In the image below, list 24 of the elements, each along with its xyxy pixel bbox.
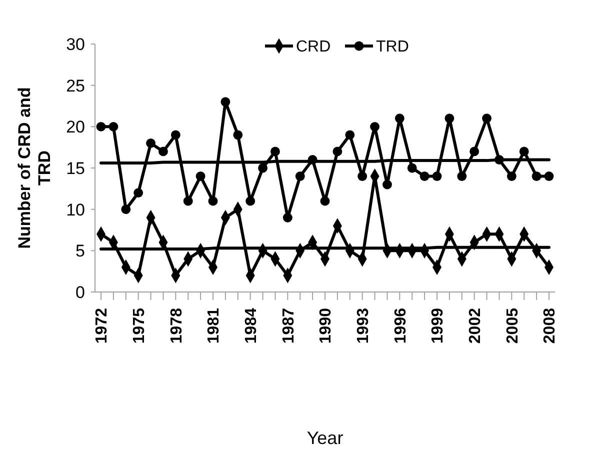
y-axis-title: Number of CRD and TRD xyxy=(15,87,54,249)
x-tick-label: 1996 xyxy=(392,308,410,344)
legend-label: CRD xyxy=(296,38,331,56)
x-tick-label: 2005 xyxy=(504,308,522,344)
x-tick-label: 1972 xyxy=(94,308,111,344)
y-tick-label: 10 xyxy=(66,200,85,220)
y-tick-label: 20 xyxy=(66,118,85,137)
legend-label: TRD xyxy=(376,38,409,56)
x-tick-label: 1990 xyxy=(318,308,335,344)
x-tick-label: 2002 xyxy=(466,308,484,344)
x-tick-label: 1975 xyxy=(130,308,148,344)
x-tick-label: 1993 xyxy=(354,308,372,344)
x-tick-label: 1984 xyxy=(242,308,260,344)
x-axis-title: Year xyxy=(306,428,344,448)
x-tick-label: 1987 xyxy=(280,308,298,344)
x-tick-label: 1978 xyxy=(168,308,186,344)
x-tick-label: 1981 xyxy=(206,308,223,344)
y-tick-label: 30 xyxy=(66,34,85,54)
y-tick-label: 25 xyxy=(66,76,85,96)
x-tick-label: 1999 xyxy=(430,308,447,344)
y-tick-label: 15 xyxy=(66,158,85,178)
y-tick-label: 0 xyxy=(76,282,85,302)
x-tick-label: 2008 xyxy=(542,308,559,344)
y-tick-label: 5 xyxy=(76,242,85,261)
